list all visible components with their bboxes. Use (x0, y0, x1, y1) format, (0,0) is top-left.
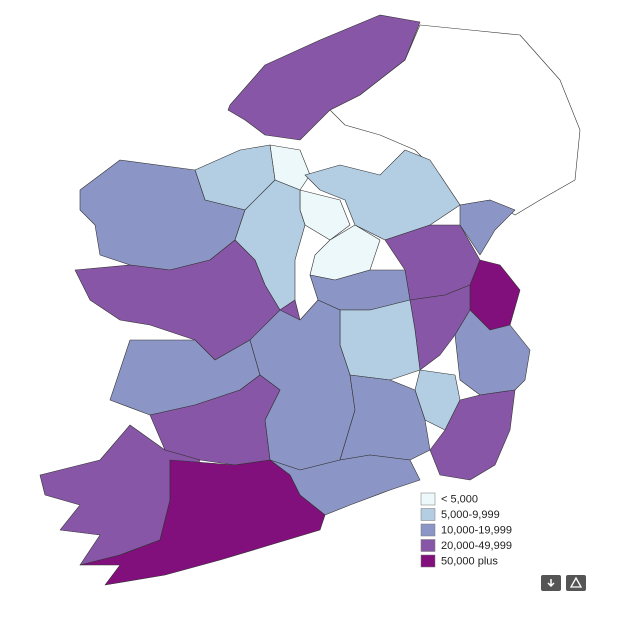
legend-swatch (420, 508, 436, 521)
download-button[interactable] (541, 575, 561, 591)
county (227, 14, 421, 141)
legend: < 5,000 5,000-9,999 10,000-19,999 20,000-49… (420, 492, 512, 568)
legend-swatch (420, 554, 436, 568)
county (79, 459, 326, 586)
legend-label: 5,000-9,999 (441, 509, 500, 521)
county (74, 239, 301, 361)
county (339, 374, 431, 461)
legend-label: 20,000-49,999 (441, 540, 512, 552)
county (304, 149, 461, 241)
legend-swatch (420, 539, 436, 552)
county (339, 299, 421, 381)
county-layer (39, 14, 581, 586)
county (459, 199, 516, 256)
drive-button[interactable] (566, 575, 586, 591)
county (429, 389, 516, 481)
download-icon (547, 579, 555, 588)
drive-icon (569, 576, 583, 588)
legend-label: < 5,000 (441, 493, 478, 505)
legend-label: 50,000 plus (441, 555, 498, 567)
legend-label: 10,000-19,999 (441, 524, 512, 536)
legend-swatch (420, 523, 436, 537)
legend-swatch (420, 492, 436, 506)
